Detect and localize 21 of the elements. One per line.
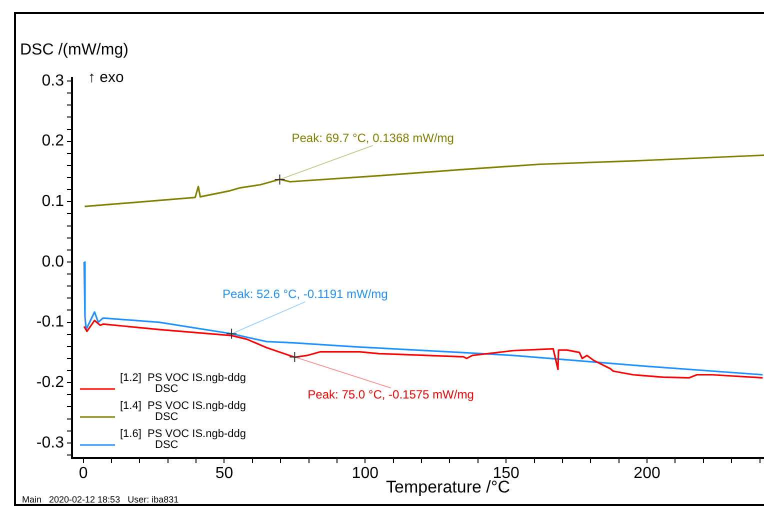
x-axis-title: Temperature /°C — [386, 478, 510, 497]
legend-label: [1.4] PS VOC IS.ngb-ddg DSC — [120, 400, 246, 424]
annotation: ↑ exo — [88, 69, 124, 86]
y-axis-title: DSC /(mW/mg) — [20, 41, 128, 58]
y-tick-label: 0.1 — [42, 193, 64, 210]
y-tick-label: 0.2 — [42, 132, 64, 150]
x-tick-label: 0 — [78, 465, 88, 482]
legend-label: [1.6] PS VOC IS.ngb-ddg DSC — [120, 428, 246, 452]
y-tick-label: -0.2 — [36, 374, 64, 392]
x-tick-label: 100 — [352, 465, 379, 482]
text: Main 2020-02-12 18:53 User: iba831 — [22, 494, 179, 504]
x-tick-label: 50 — [215, 465, 234, 482]
annotation: Peak: 75.0 °C, -0.1575 mW/mg — [308, 387, 474, 402]
y-tick-label: 0.3 — [42, 72, 64, 90]
annotation: Peak: 52.6 °C, -0.1191 mW/mg — [222, 287, 388, 302]
y-tick-label: -0.3 — [36, 434, 64, 452]
annotation: Peak: 69.7 °C, 0.1368 mW/mg — [292, 130, 454, 145]
legend-label: [1.2] PS VOC IS.ngb-ddg DSC — [120, 372, 246, 396]
x-tick-label: 200 — [634, 465, 660, 482]
y-tick-label: -0.1 — [36, 314, 64, 331]
y-tick-label: 0.0 — [42, 253, 64, 270]
